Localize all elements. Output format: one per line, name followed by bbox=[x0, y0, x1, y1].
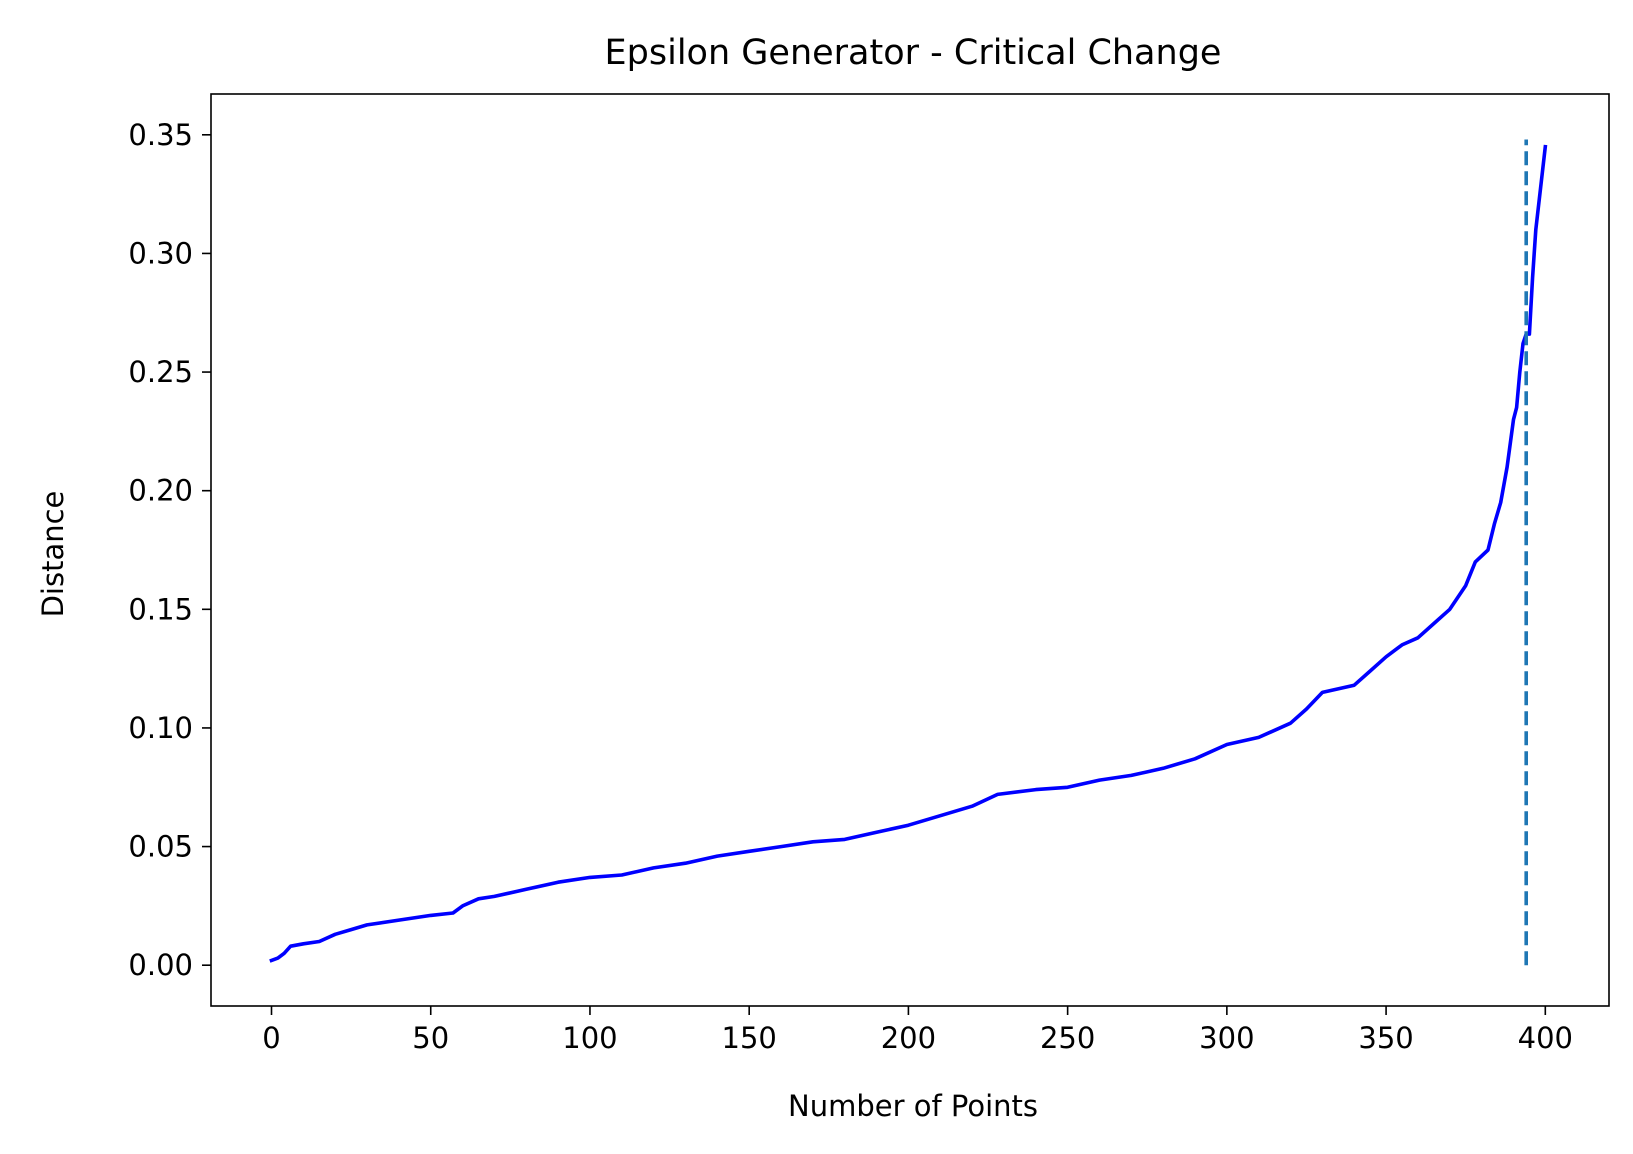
y-tick-label: 0.35 bbox=[128, 118, 193, 152]
axes: 0 50 100 150 200 250 300 350 400 0.00 0.05 0.10 0.15… bbox=[128, 93, 1610, 1055]
x-axis-title: Number of Points bbox=[788, 1089, 1038, 1123]
x-tick-label: 50 bbox=[412, 1021, 449, 1055]
y-tick-label: 0.15 bbox=[128, 592, 193, 626]
y-tick-label: 0.05 bbox=[128, 830, 193, 864]
y-tick-label: 0.25 bbox=[128, 355, 193, 389]
x-tick-label: 300 bbox=[1199, 1021, 1254, 1055]
y-tick-label: 0.10 bbox=[128, 711, 193, 745]
y-tick-label: 0.20 bbox=[128, 474, 193, 508]
y-tick-label: 0.30 bbox=[128, 236, 193, 270]
series-line-0 bbox=[269, 144, 1548, 963]
plot-area bbox=[269, 139, 1548, 966]
x-tick-label: 250 bbox=[1040, 1021, 1095, 1055]
x-tick-label: 150 bbox=[722, 1021, 777, 1055]
x-tick-label: 200 bbox=[881, 1021, 936, 1055]
x-tick-label: 0 bbox=[262, 1021, 280, 1055]
y-tick-label: 0.00 bbox=[128, 948, 193, 982]
plot-frame bbox=[210, 93, 1610, 1007]
x-tick-label: 350 bbox=[1358, 1021, 1413, 1055]
y-axis-title: Distance bbox=[36, 491, 70, 618]
chart-title: Epsilon Generator - Critical Change bbox=[605, 33, 1222, 73]
x-tick-label: 400 bbox=[1518, 1021, 1573, 1055]
x-tick-label: 100 bbox=[562, 1021, 617, 1055]
